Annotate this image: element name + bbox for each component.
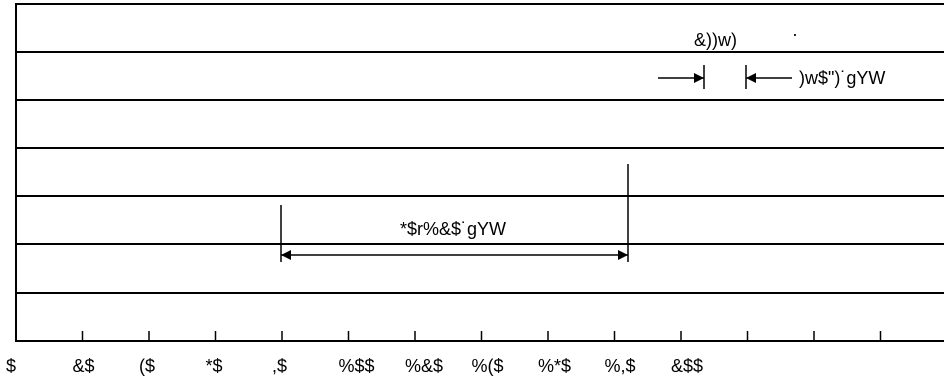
tick-label: ($ (139, 356, 155, 376)
tick-label: $ (6, 356, 16, 376)
main-dimension (280, 164, 629, 262)
tick-label: %&$ (405, 356, 443, 376)
tick-label: &$$ (671, 356, 703, 376)
bottom-tick-labels: $ &$ ($ *$ ,$ %$$ %&$ %($ %*$ %,$ &$$ (6, 356, 703, 376)
row-lines (16, 51, 944, 294)
tick-label: &$ (73, 356, 95, 376)
tick-label: %*$ (538, 356, 571, 376)
top-label: &))w) (694, 30, 737, 50)
bottom-ticks (15, 331, 882, 341)
top-dot: · (792, 24, 798, 44)
narrow-dimension-label: )w$")˙gYW (799, 68, 885, 88)
tick-label: %,$ (605, 356, 636, 376)
diagram-frame (15, 3, 944, 342)
narrow-dimension (658, 65, 792, 89)
tick-label: %($ (472, 356, 504, 376)
tick-label: *$ (206, 356, 223, 376)
tick-label: ,$ (272, 356, 287, 376)
main-dimension-label: *$r%&$˙gYW (400, 219, 506, 239)
tick-label: %$$ (339, 356, 375, 376)
